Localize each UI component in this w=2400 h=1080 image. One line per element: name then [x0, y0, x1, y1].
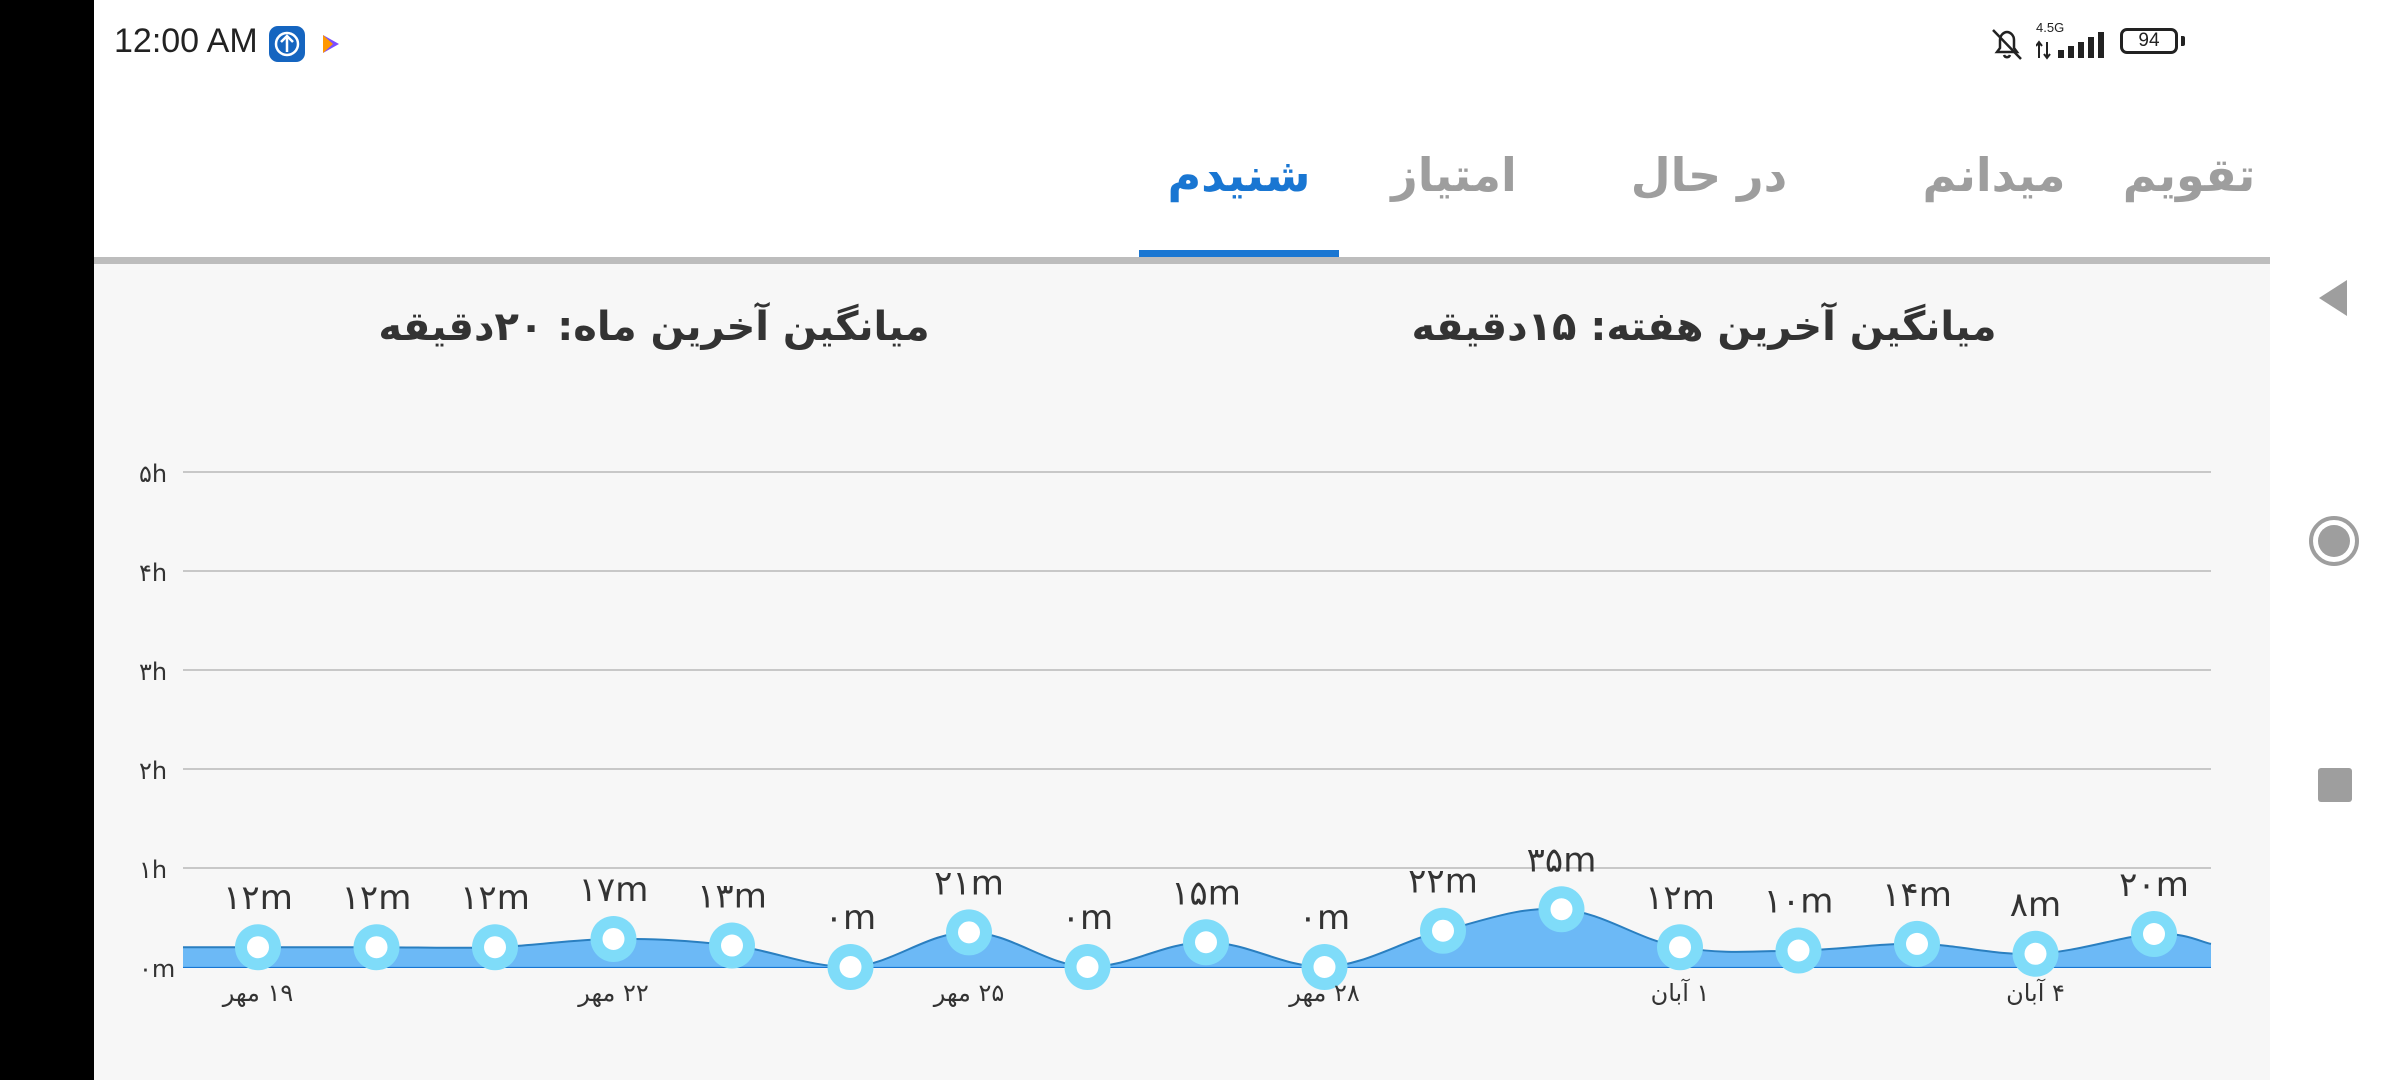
value-label: ۱۲m [223, 878, 293, 918]
data-point-center [247, 936, 269, 959]
stats-panel: میانگین آخرین هفته: ۱۵دقیقه میانگین آخری… [94, 264, 2270, 1080]
data-point-center [958, 921, 980, 944]
y-tick-label: ۵h [139, 460, 167, 488]
value-label: ۲۲m [1408, 862, 1478, 902]
back-icon[interactable] [2315, 278, 2351, 318]
value-label: ۰m [1299, 898, 1350, 938]
value-label: ۲۱m [934, 863, 1004, 903]
tab-calendar[interactable]: تقویم [2122, 148, 2256, 202]
data-point-center [1906, 932, 1928, 955]
status-time: 12:00 AM [114, 22, 258, 60]
data-point-center [365, 936, 388, 959]
tab-bar: تقویم میدانم در حال یادگیری امتیاز شنیدم [94, 120, 2270, 312]
chart-x-ticks: ۱۹ مهر ۲۲ مهر ۲۵ مهر ۲۸ مهر ۱ آبان ۴ آبان [222, 978, 2065, 1007]
play-store-icon [323, 35, 339, 53]
data-point-center [839, 956, 862, 978]
value-label: ۱۷m [579, 870, 649, 910]
battery-tip [2181, 36, 2185, 46]
month-average-text: میانگین آخرین ماه: ۲۰دقیقه [378, 304, 930, 350]
value-label: ۱۲m [342, 878, 412, 918]
value-label: ۱۴m [1882, 875, 1952, 915]
value-label: ۱۳m [697, 877, 767, 917]
value-label: ۸m [2010, 885, 2061, 925]
x-tick-label: ۲۵ مهر [933, 979, 1005, 1007]
y-tick-label: ۴h [139, 559, 167, 587]
value-label: ۱۰m [1764, 882, 1834, 922]
y-tick-label: ۱h [139, 856, 167, 884]
data-point-center [484, 936, 506, 959]
mute-bell-icon [1992, 29, 2022, 60]
data-point-center [1550, 898, 1573, 921]
x-tick-label: ۲۸ مهر [1288, 979, 1360, 1007]
app-screen: 12:00 AM 4.5G [94, 0, 2270, 1080]
system-nav-bar [2270, 0, 2400, 1080]
home-icon[interactable] [2308, 515, 2360, 567]
app-notification-icon [269, 26, 305, 62]
x-tick-label: ۲۲ مهر [577, 979, 649, 1007]
active-tab-indicator [1139, 250, 1339, 257]
data-point-center [1669, 936, 1691, 959]
battery-level: 94 [2138, 30, 2160, 51]
value-label: ۰m [825, 898, 876, 938]
tabs-divider [94, 257, 2270, 264]
y-tick-label: ۲h [139, 757, 167, 785]
value-label: ۱۲m [1645, 878, 1715, 918]
data-point-center [1076, 956, 1099, 978]
recent-apps-icon[interactable] [2318, 768, 2352, 802]
data-point-center [1787, 939, 1810, 962]
data-point-center [1432, 919, 1454, 942]
y-tick-label: ۳h [139, 658, 167, 686]
x-tick-label: ۱۹ مهر [222, 979, 294, 1007]
tab-known[interactable]: میدانم [1922, 148, 2066, 202]
data-point-center [602, 927, 625, 950]
data-point-center [1195, 931, 1217, 954]
signal-icon [2036, 32, 2104, 60]
week-average-text: میانگین آخرین هفته: ۱۵دقیقه [1411, 304, 1997, 350]
listening-chart: ۰m ۱h ۲h ۳h ۴h ۵h ۱۲m ۱۲m ۱۲m ۱۷m ۱۳m ۰m ۲۱m ۰m ۱۵m ۰m… [139, 460, 2212, 1007]
chart-area [183, 908, 2211, 967]
chart-value-labels: ۱۲m ۱۲m ۱۲m ۱۷m ۱۳m ۰m ۲۱m ۰m ۱۵m ۰m ۲۲m ۳۵m ۱۲m ۱۰m ۱… [223, 840, 2189, 938]
value-label: ۱۵m [1171, 873, 1241, 913]
data-point-center [1313, 956, 1336, 978]
network-type-label: 4.5G [2036, 20, 2065, 35]
battery-icon: 94 [2120, 28, 2178, 54]
tab-heard[interactable]: شنیدم [1167, 148, 1311, 202]
x-tick-label: ۴ آبان [2006, 978, 2065, 1007]
y-tick-label: ۰m [139, 955, 175, 983]
value-label: ۱۲m [460, 878, 530, 918]
x-tick-label: ۱ آبان [1651, 978, 1710, 1007]
tab-score[interactable]: امتیاز [1391, 148, 1517, 202]
tab-learning[interactable]: در حال یادگیری [1622, 148, 1796, 312]
data-point-center [2143, 923, 2165, 945]
value-label: ۳۵m [1527, 840, 1597, 880]
data-point-center [721, 934, 743, 957]
chart-points [235, 886, 2177, 990]
data-point-center [2024, 942, 2047, 965]
value-label: ۲۰m [2119, 865, 2189, 905]
value-label: ۰m [1062, 898, 1113, 938]
